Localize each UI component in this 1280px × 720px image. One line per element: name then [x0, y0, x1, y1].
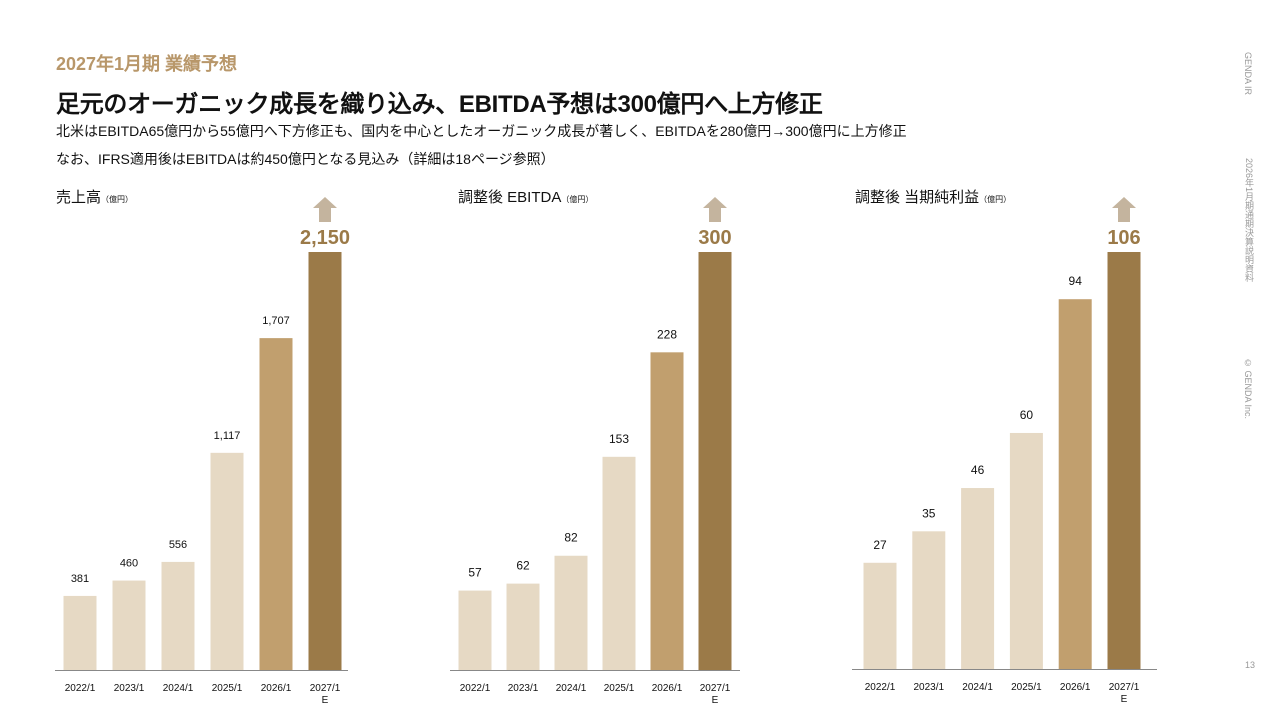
data-label: 556 — [169, 539, 187, 551]
up-arrow-icon — [1112, 197, 1136, 222]
x-tick-label: 2023/1 — [114, 683, 145, 694]
data-label: 228 — [657, 327, 677, 341]
bar — [210, 452, 244, 670]
bar — [506, 583, 540, 670]
data-label: 1,117 — [214, 430, 241, 442]
bar — [554, 555, 588, 670]
data-label: 57 — [468, 566, 482, 580]
data-label: 82 — [564, 531, 578, 545]
side-copyright: © GENDA Inc. — [1243, 358, 1253, 420]
x-tick-label: 2024/1 — [556, 683, 587, 694]
data-label: 62 — [516, 559, 530, 573]
bar — [602, 456, 636, 670]
x-tick-label: 2023/1 — [508, 683, 539, 694]
data-label: 35 — [922, 506, 936, 520]
chart-unit: （億円） — [101, 194, 133, 204]
chart-title-text: 調整後 当期純利益 — [855, 189, 979, 206]
x-tick-label: 2027/1 — [310, 683, 341, 694]
x-tick-label: 2024/1 — [163, 683, 194, 694]
data-label: 460 — [120, 558, 138, 570]
data-label: 381 — [71, 573, 89, 585]
bar — [112, 580, 146, 670]
subtitle-line-2: なお、IFRS適用後はEBITDAは約450億円となる見込み（詳細は18ページ参… — [56, 151, 555, 167]
chart-unit: （億円） — [561, 194, 593, 204]
bar — [912, 531, 946, 669]
bar — [1009, 432, 1043, 669]
x-tick-label: 2027/1 — [700, 683, 731, 694]
data-label-forecast: 300 — [698, 227, 731, 249]
bar — [458, 590, 492, 670]
up-arrow-icon — [313, 197, 337, 222]
data-label: 46 — [971, 463, 985, 477]
chart-unit: （億円） — [979, 194, 1011, 204]
bar — [1058, 299, 1092, 669]
x-tick-label: 2022/1 — [460, 683, 491, 694]
x-tick-label: 2026/1 — [261, 683, 292, 694]
page-number: 13 — [1245, 660, 1256, 670]
x-tick-label-suffix: E — [712, 695, 719, 706]
x-tick-label: 2027/1 — [1109, 682, 1140, 693]
x-tick-label: 2025/1 — [604, 683, 635, 694]
data-label-forecast: 2,150 — [300, 227, 350, 249]
bar — [161, 561, 195, 670]
x-tick-label: 2022/1 — [65, 683, 96, 694]
chart-title: 調整後 EBITDA（億円） — [458, 189, 593, 206]
bar — [259, 338, 293, 670]
x-tick-label: 2026/1 — [1060, 682, 1091, 693]
bar — [1107, 252, 1141, 669]
chart-title: 調整後 当期純利益（億円） — [855, 189, 1011, 206]
x-tick-label: 2023/1 — [914, 682, 945, 693]
bar — [863, 562, 897, 669]
bar — [650, 352, 684, 670]
bar — [63, 595, 97, 670]
x-tick-label-suffix: E — [1121, 694, 1128, 705]
data-label: 1,707 — [262, 315, 290, 327]
data-label: 153 — [609, 432, 629, 446]
x-tick-label: 2022/1 — [865, 682, 896, 693]
x-tick-label: 2025/1 — [1011, 682, 1042, 693]
data-label: 27 — [873, 538, 887, 552]
subtitle-line-1: 北米はEBITDA65億円から55億円へ下方修正も、国内を中心としたオーガニック… — [56, 123, 907, 139]
side-document-title: 2026年1月期通期決算説明資料 — [1244, 158, 1254, 283]
chart-title-text: 調整後 EBITDA — [458, 189, 561, 206]
x-tick-label: 2024/1 — [962, 682, 993, 693]
x-tick-label: 2026/1 — [652, 683, 683, 694]
x-tick-label-suffix: E — [322, 695, 329, 706]
bar — [698, 252, 732, 670]
data-label: 94 — [1069, 274, 1083, 288]
section-eyebrow: 2027年1月期 業績予想 — [56, 54, 238, 74]
data-label: 60 — [1020, 408, 1034, 422]
bar — [961, 488, 995, 669]
chart-title-text: 売上高 — [56, 189, 101, 206]
chart-title: 売上高（億円） — [56, 189, 133, 206]
data-label-forecast: 106 — [1107, 227, 1140, 249]
up-arrow-icon — [703, 197, 727, 222]
x-tick-label: 2025/1 — [212, 683, 243, 694]
bar — [308, 252, 342, 670]
side-brand: GENDA IR — [1243, 52, 1253, 96]
page-title: 足元のオーガニック成長を織り込み、EBITDA予想は300億円へ上方修正 — [56, 91, 823, 118]
